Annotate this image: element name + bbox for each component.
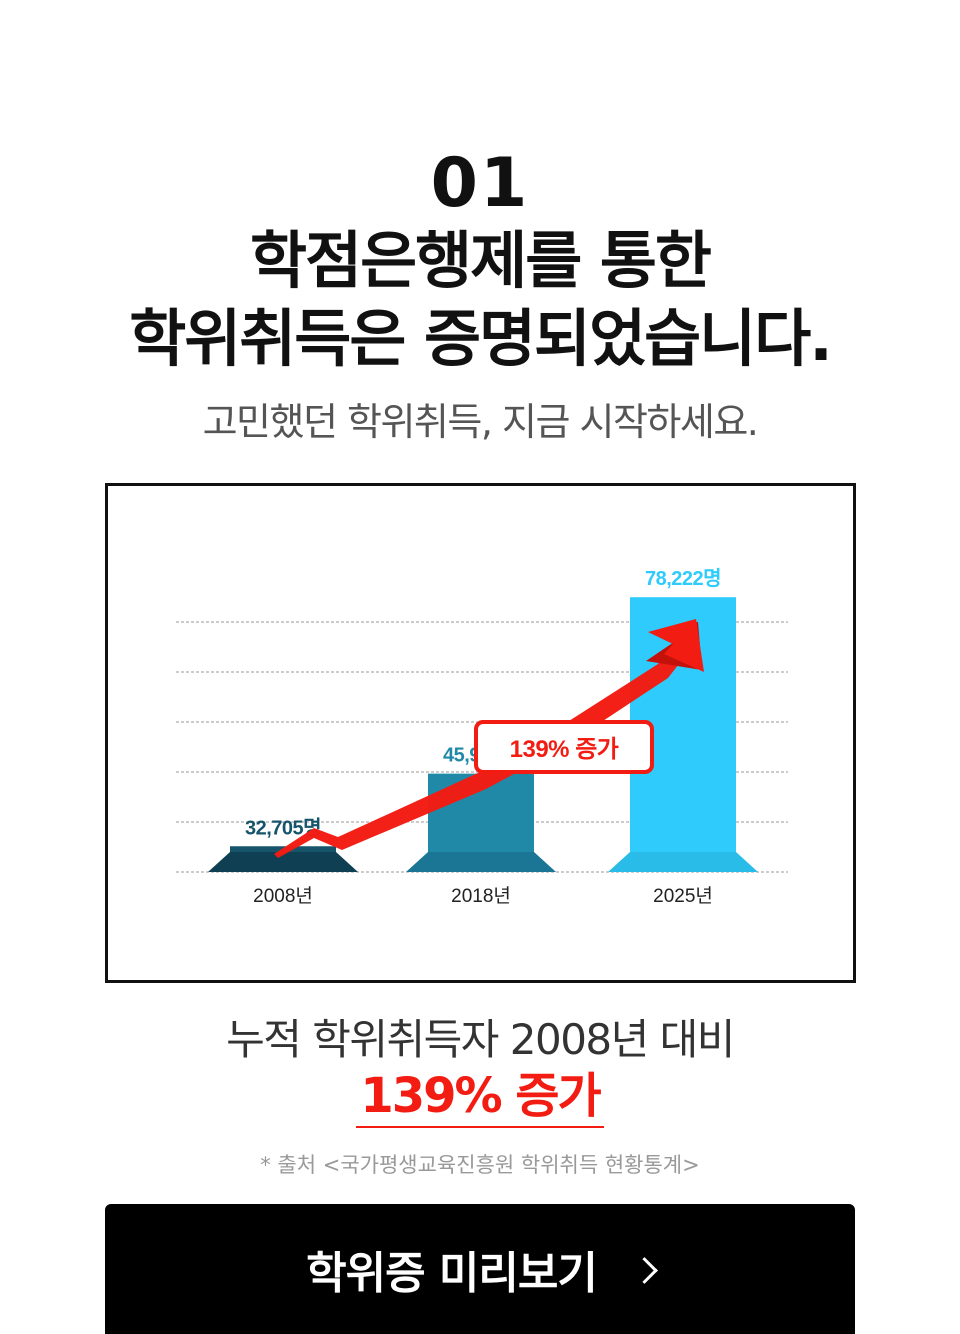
chart-box: 32,705명2008년45,976명2018년78,222명2025년139%…: [105, 483, 856, 983]
growth-arrow-head: [648, 619, 704, 672]
growth-arrow-shaft: [274, 636, 696, 858]
section-title-line2: 학위취득은 증명되었습니다.: [129, 302, 833, 375]
growth-bar-chart: 32,705명2008년45,976명2018년78,222명2025년139%…: [176, 567, 788, 907]
category-label-0: 2008년: [253, 885, 313, 907]
diploma-preview-button[interactable]: 학위증 미리보기: [105, 1204, 855, 1334]
increase-badge-label: 139% 증가: [510, 736, 619, 763]
bar-base-0: [208, 852, 358, 872]
category-label-1: 2018년: [451, 885, 511, 907]
section-title-line1: 학점은행제를 통한: [250, 224, 712, 297]
bar-value-label-2: 78,222명: [645, 567, 721, 590]
category-label-2: 2025년: [653, 885, 713, 907]
chevron-right-icon: [630, 1256, 658, 1284]
increase-badge: [474, 720, 654, 774]
section-number: 01: [430, 144, 530, 223]
bar-base-1: [406, 852, 556, 872]
summary-text: 누적 학위취득자 2008년 대비: [226, 1015, 735, 1064]
source-note: * 출처 <국가평생교육진흥원 학위취득 현황통계>: [260, 1153, 700, 1177]
summary-highlight: 139% 증가: [356, 1066, 604, 1128]
section-subtitle: 고민했던 학위취득, 지금 시작하세요.: [202, 400, 759, 444]
bar-base-2: [608, 852, 758, 872]
summary-highlight-wrap: 139% 증가: [0, 1066, 960, 1128]
diploma-preview-label: 학위증 미리보기: [306, 1248, 598, 1299]
bar-value-label-0: 32,705명: [245, 816, 321, 839]
